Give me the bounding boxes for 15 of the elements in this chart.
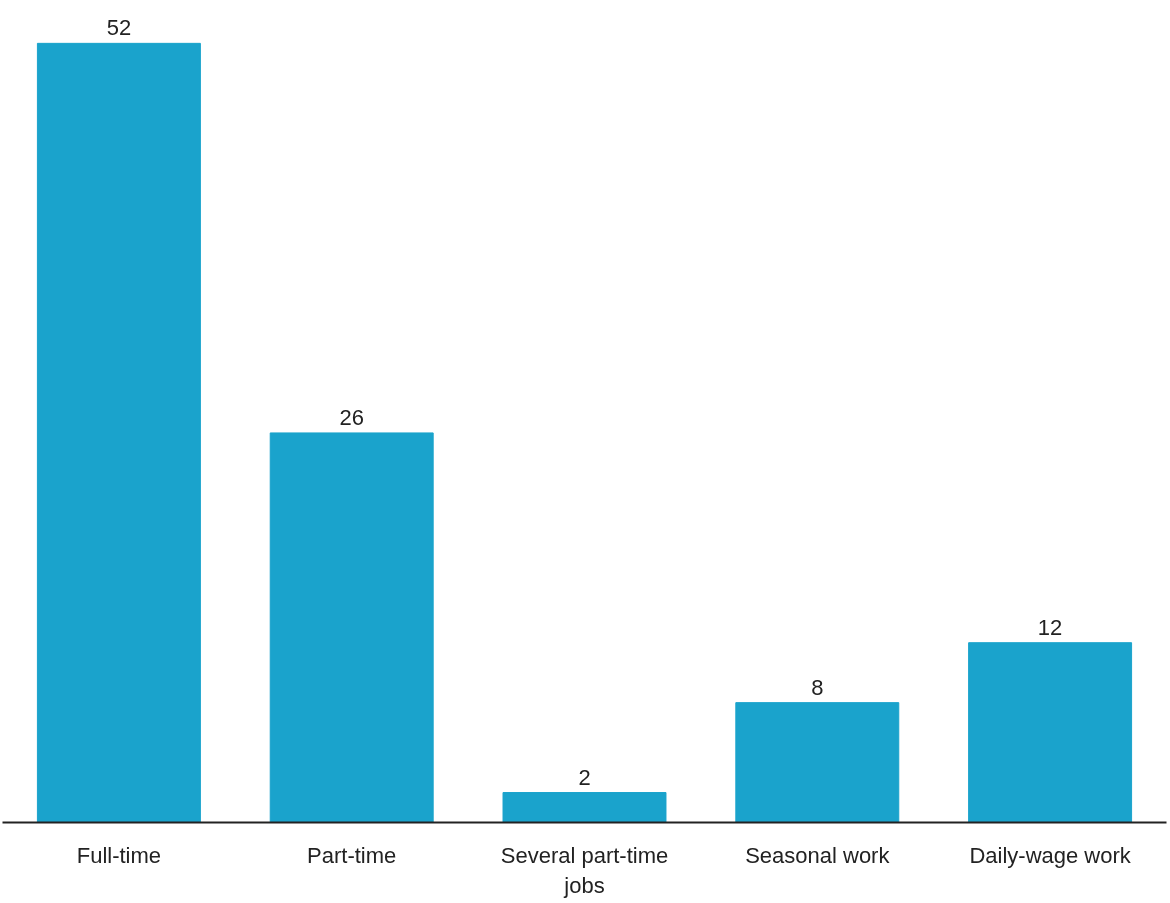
x-tick-label: Full-time xyxy=(76,842,162,868)
bar xyxy=(968,642,1133,823)
bar xyxy=(36,42,201,823)
x-tick-label: Several part-time jobs xyxy=(500,842,669,898)
data-label: 26 xyxy=(339,404,364,430)
bar xyxy=(502,792,667,823)
data-label: 2 xyxy=(578,764,591,790)
data-label: 52 xyxy=(106,15,132,41)
x-tick-label: Part-time xyxy=(307,842,397,868)
data-label: 8 xyxy=(811,674,824,700)
data-label: 12 xyxy=(1037,614,1063,640)
x-tick-label: Daily-wage work xyxy=(969,842,1132,868)
x-tick-label: Seasonal work xyxy=(745,842,891,868)
bar xyxy=(735,702,900,823)
bar xyxy=(269,432,434,823)
